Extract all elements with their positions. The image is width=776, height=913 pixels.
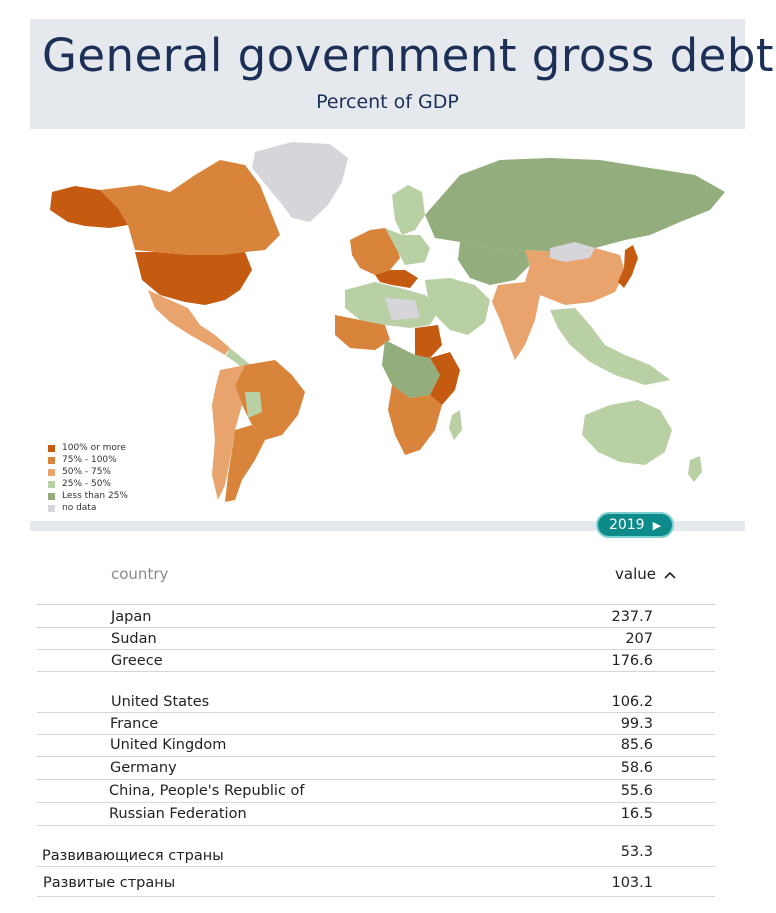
map-region-central-africa[interactable]: [382, 340, 440, 398]
map-region-greenland[interactable]: [252, 142, 348, 222]
map-region-central-europe[interactable]: [385, 228, 430, 265]
play-icon: ▶: [652, 518, 662, 532]
legend-item: 100% or more: [48, 442, 128, 454]
map-region-new-zealand[interactable]: [688, 456, 702, 482]
row-country: Japan: [111, 609, 152, 625]
table-divider: [37, 756, 715, 757]
row-country: United Kingdom: [110, 737, 227, 753]
map-region-andes[interactable]: [212, 365, 245, 500]
legend-item: no data: [48, 502, 128, 514]
legend-swatch: [48, 456, 55, 464]
row-value: 55.6: [620, 783, 653, 799]
column-header-country[interactable]: country: [111, 565, 169, 583]
table-divider: [37, 896, 715, 897]
row-value: 207: [625, 631, 653, 647]
map-region-brazil[interactable]: [235, 360, 305, 440]
page-title: General government gross debt: [42, 29, 775, 82]
table-divider: [37, 649, 715, 650]
map-region-middle-east[interactable]: [425, 278, 490, 335]
map-region-australia[interactable]: [582, 400, 672, 465]
map-region-southern-europe[interactable]: [375, 270, 418, 288]
map-region-mongolia[interactable]: [550, 242, 595, 262]
world-map[interactable]: 100% or more 75% - 100% 50% - 75% 25% - …: [30, 130, 745, 522]
row-value: 176.6: [611, 653, 653, 669]
legend-item: 25% - 50%: [48, 478, 128, 490]
map-region-alaska[interactable]: [50, 186, 128, 228]
legend-label: Less than 25%: [62, 491, 128, 501]
timeline-track[interactable]: [30, 521, 745, 531]
column-header-value-label: value: [615, 565, 656, 583]
map-region-southern-africa[interactable]: [388, 385, 442, 455]
row-value: 58.6: [620, 760, 653, 776]
map-region-scandinavia[interactable]: [392, 185, 425, 235]
map-region-argentina[interactable]: [225, 425, 265, 502]
legend-label: 25% - 50%: [62, 479, 111, 489]
table-divider: [37, 779, 715, 780]
legend-label: 75% - 100%: [62, 455, 117, 465]
map-region-india[interactable]: [492, 282, 540, 360]
group-value: 103.1: [611, 875, 653, 891]
map-legend: 100% or more 75% - 100% 50% - 75% 25% - …: [48, 442, 128, 514]
row-value: 16.5: [620, 806, 653, 822]
row-country: Russian Federation: [109, 806, 247, 822]
map-region-china[interactable]: [525, 248, 625, 305]
legend-label: 100% or more: [62, 443, 126, 453]
map-region-russian-federation[interactable]: [425, 158, 725, 252]
map-region-mexico[interactable]: [148, 290, 230, 355]
chart-header: General government gross debt Percent of…: [30, 19, 774, 129]
table-divider: [37, 825, 715, 826]
row-country: France: [110, 716, 159, 732]
map-region-japan[interactable]: [618, 245, 638, 288]
legend-swatch: [48, 504, 55, 512]
map-region-central-america[interactable]: [226, 348, 252, 370]
page-subtitle: Percent of GDP: [316, 91, 459, 113]
row-value: 85.6: [620, 737, 653, 753]
column-header-value[interactable]: value: [615, 565, 676, 583]
legend-label: 50% - 75%: [62, 467, 111, 477]
group-name: Развивающиеся страны: [42, 848, 224, 864]
legend-swatch: [48, 480, 55, 488]
legend-item: 50% - 75%: [48, 466, 128, 478]
map-region-southern-cone[interactable]: [245, 392, 262, 418]
year-label: 2019: [608, 517, 645, 533]
legend-item: Less than 25%: [48, 490, 128, 502]
table-divider: [37, 627, 715, 628]
row-country: China, People's Republic of: [109, 783, 305, 799]
sort-ascending-icon: [664, 571, 676, 579]
group-value: 53.3: [620, 844, 653, 860]
table-divider: [37, 734, 715, 735]
map-region-madagascar[interactable]: [449, 410, 462, 440]
table-divider: [37, 866, 715, 867]
table-divider: [37, 604, 715, 605]
map-region-southeast-asia[interactable]: [550, 308, 670, 385]
legend-swatch: [48, 492, 55, 500]
row-value: 237.7: [611, 609, 653, 625]
legend-swatch: [48, 468, 55, 476]
row-country: Sudan: [111, 631, 157, 647]
map-region-sahara[interactable]: [385, 298, 420, 320]
legend-item: 75% - 100%: [48, 454, 128, 466]
map-region-east-africa[interactable]: [430, 352, 460, 405]
map-region-sudan[interactable]: [415, 325, 442, 358]
map-region-western-europe[interactable]: [350, 228, 400, 275]
row-country: Greece: [111, 653, 163, 669]
table-divider: [37, 712, 715, 713]
row-country: United States: [111, 694, 210, 710]
map-region-central-asia[interactable]: [458, 242, 530, 285]
row-value: 106.2: [611, 694, 653, 710]
map-region-canada[interactable]: [100, 160, 280, 255]
world-map-svg[interactable]: [30, 130, 745, 522]
row-country: Germany: [110, 760, 177, 776]
map-region-west-africa[interactable]: [335, 315, 390, 350]
legend-swatch: [48, 444, 55, 452]
table-divider: [37, 802, 715, 803]
table-divider: [37, 671, 715, 672]
group-name: Развитые страны: [43, 875, 176, 891]
year-play-button[interactable]: 2019 ▶: [596, 512, 674, 538]
row-value: 99.3: [620, 716, 653, 732]
legend-label: no data: [62, 503, 97, 513]
map-region-united-states[interactable]: [135, 252, 252, 305]
